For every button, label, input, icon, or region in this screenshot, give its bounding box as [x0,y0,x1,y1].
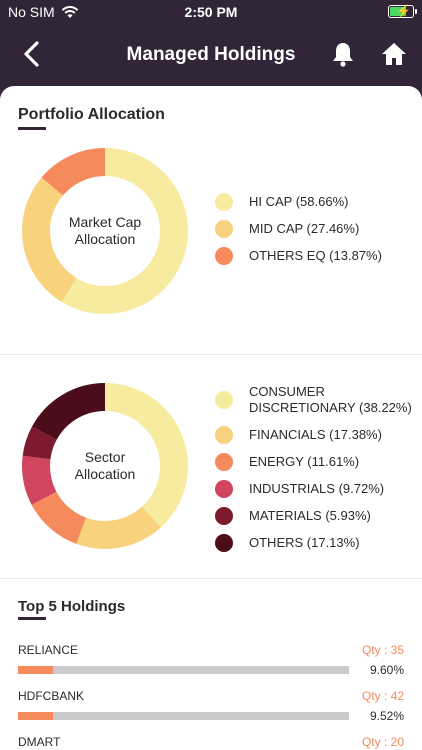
legend-dot [215,247,233,265]
sector-label-line1: Sector [84,449,126,465]
page-title: Managed Holdings [126,44,296,65]
content-card: Portfolio Allocation Market Cap Allocati… [0,86,422,750]
market-cap-center-label: Market Cap Allocation [22,214,188,248]
sector-donut-chart [22,383,188,549]
status-time: 2:50 PM [184,4,238,20]
sector-center-label: Sector Allocation [22,449,188,483]
title-underline [18,127,46,130]
holding-bar [18,712,349,720]
holding-qty: Qty : 20 [361,735,404,749]
legend-label: OTHERS (17.13%) [249,535,360,550]
legend-dot [215,193,233,211]
legend-item-industrials: INDUSTRIALS (9.72%) [215,480,412,498]
legend-label: ENERGY (11.61%) [249,454,360,469]
holding-bar-fill [18,666,53,674]
home-icon[interactable] [380,40,408,68]
market-cap-donut: Market Cap Allocation [22,148,188,314]
market-cap-label-line1: Market Cap [68,214,142,230]
legend-label: FINANCIALS (17.38%) [249,427,382,442]
legend-label: OTHERS EQ (13.87%) [249,248,382,263]
legend-item-consumer-discretionary: CONSUMER DISCRETIONARY (38.22%) [215,384,412,416]
sector-donut: Sector Allocation [22,383,188,549]
wifi-icon [61,5,78,18]
title-underline [18,617,46,620]
legend-label: INDUSTRIALS (9.72%) [249,481,385,496]
legend-dot [215,453,233,471]
holding-bar [18,666,349,674]
legend-label: MID CAP (27.46%) [249,221,360,236]
bell-icon[interactable] [330,40,356,68]
holding-qty: Qty : 35 [361,643,404,657]
legend-label-line2: DISCRETIONARY (38.22%) [249,400,412,415]
market-cap-label-line2: Allocation [74,231,136,247]
charging-bolt-icon: ⚡ [396,4,411,18]
legend-item-others-eq: OTHERS EQ (13.87%) [215,247,382,265]
holding-name: DMART [18,735,61,749]
market-cap-legend: HI CAP (58.66%) MID CAP (27.46%) OTHERS … [215,193,382,265]
legend-dot [215,480,233,498]
market-cap-donut-chart [22,148,188,314]
legend-item-materials: MATERIALS (5.93%) [215,507,412,525]
nav-bar: Managed Holdings [0,24,422,86]
legend-label: MATERIALS (5.93%) [249,508,371,523]
carrier-label: No SIM [8,4,55,20]
section-divider [0,354,422,355]
battery-icon: ⚡ [388,4,417,18]
holding-name: HDFCBANK [18,689,85,703]
legend-dot [215,426,233,444]
sector-label-line2: Allocation [74,466,136,482]
legend-dot [215,220,233,238]
legend-item-financials: FINANCIALS (17.38%) [215,426,412,444]
chevron-left-icon[interactable] [18,38,48,70]
legend-dot [215,534,233,552]
legend-dot [215,507,233,525]
portfolio-allocation-title: Portfolio Allocation [18,106,165,123]
sector-legend: CONSUMER DISCRETIONARY (38.22%) FINANCIA… [215,384,412,552]
legend-item-energy: ENERGY (11.61%) [215,453,412,471]
holding-percent: 9.52% [369,709,404,723]
legend-label: HI CAP (58.66%) [249,194,349,209]
section-divider [0,578,422,579]
donut-slice-5 [22,383,188,549]
legend-label-line1: CONSUMER [249,384,325,399]
top-holdings-title: Top 5 Holdings [18,598,126,615]
donut-slice-2 [22,148,188,314]
holding-qty: Qty : 42 [361,689,404,703]
holding-percent: 9.60% [369,663,404,677]
legend-item-hi-cap: HI CAP (58.66%) [215,193,382,211]
donut-slice-1 [22,383,188,549]
donut-slice-3 [22,383,188,549]
holding-bar-fill [18,712,53,720]
battery-level [390,7,406,16]
legend-item-others: OTHERS (17.13%) [215,534,412,552]
status-left: No SIM [8,4,79,20]
legend-dot [215,391,233,409]
status-bar: No SIM 2:50 PM ⚡ [0,0,422,24]
holding-name: RELIANCE [18,643,79,657]
donut-slice-1 [22,148,188,314]
legend-item-mid-cap: MID CAP (27.46%) [215,220,382,238]
